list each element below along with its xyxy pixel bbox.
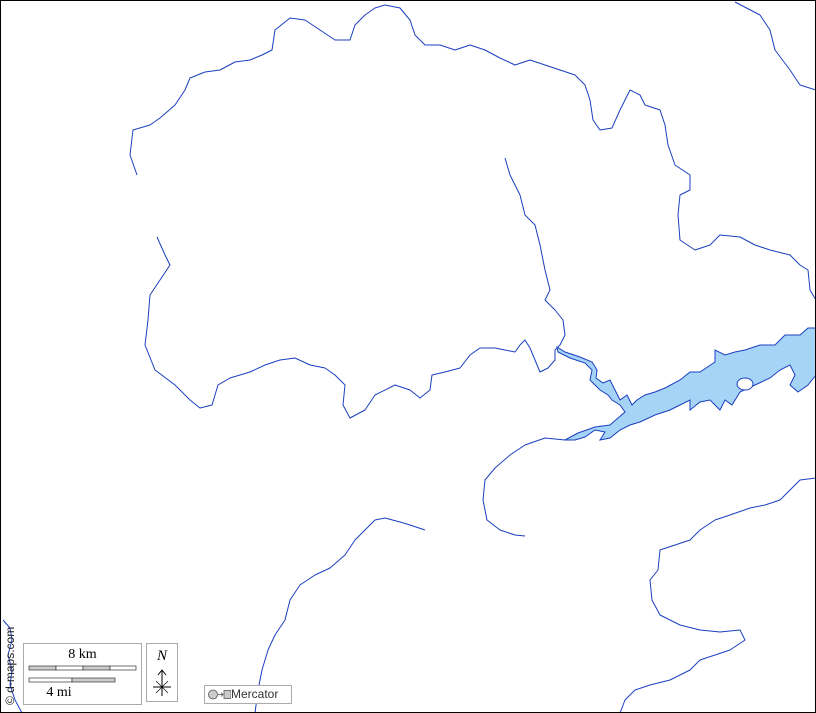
river-lower-right <box>619 477 816 713</box>
river-southwest <box>482 437 566 537</box>
river-west-loop <box>144 157 566 419</box>
lake <box>556 327 816 441</box>
scale-bar-graphic <box>28 665 137 683</box>
scale-km-label: 8 km <box>68 647 97 662</box>
north-label: N <box>156 648 167 664</box>
circle-to-square-icon <box>208 689 231 700</box>
projection-legend: Mercator <box>204 685 292 704</box>
scale-mi-label: 4 mi <box>46 685 72 700</box>
river-left-edge <box>2 619 23 713</box>
projection-label: Mercator <box>231 687 279 701</box>
lake-island <box>736 377 754 391</box>
river-north-loop <box>129 4 816 301</box>
credit-text: © d-maps.com <box>3 626 17 705</box>
compass-icon <box>153 669 171 696</box>
river-top-right <box>734 1 816 91</box>
scale-bar: 8 km 4 mi <box>23 643 142 705</box>
river-lower-middle <box>254 517 426 713</box>
north-arrow: N <box>146 643 178 702</box>
